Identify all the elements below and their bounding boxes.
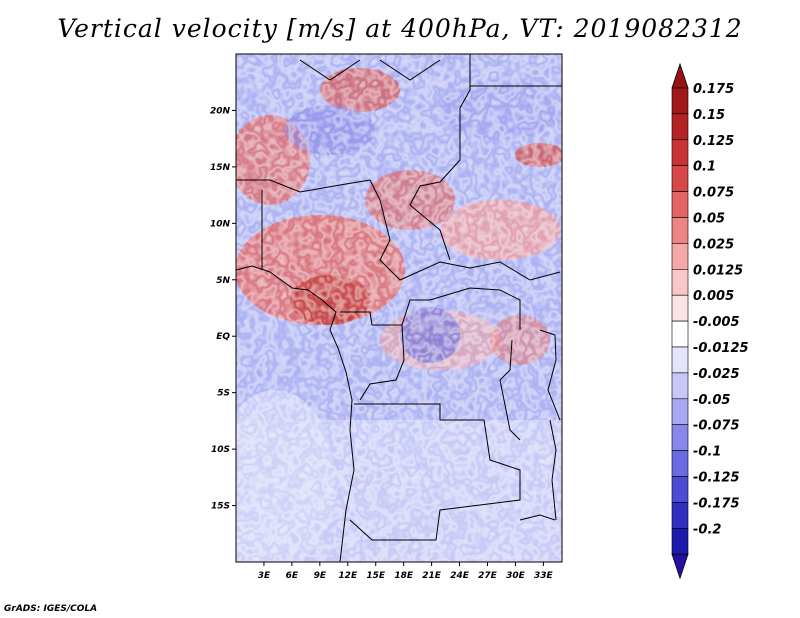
colorbar-label: -0.05 — [693, 393, 730, 408]
lon-tick-label: 33E — [534, 571, 554, 581]
colorbar-swatch — [671, 191, 689, 218]
colorbar-swatch — [671, 294, 689, 322]
lon-tick-label: 9E — [314, 571, 327, 581]
colorbar-swatch — [671, 398, 689, 425]
colorbar-label: 0.175 — [693, 82, 734, 97]
lon-tick-label: 24E — [450, 571, 470, 581]
lon-tick-label: 18E — [394, 571, 414, 581]
colorbar-swatch — [671, 502, 689, 529]
colorbar-label: -0.005 — [693, 315, 740, 330]
colorbar-label: 0.005 — [693, 289, 734, 304]
lon-tick-label: 12E — [338, 571, 358, 581]
colorbar-label: 0.05 — [693, 212, 725, 227]
colorbar-top-cap — [671, 62, 689, 89]
lat-tick-label: 15S — [211, 502, 230, 512]
colorbar-swatch — [671, 268, 689, 296]
colorbar-swatch — [671, 113, 689, 141]
lon-tick-label: 6E — [286, 571, 299, 581]
colorbar-swatch — [671, 346, 689, 374]
colorbar-label: -0.125 — [693, 471, 740, 486]
lat-tick-label: 5S — [217, 389, 230, 399]
colorbar-label: -0.175 — [693, 496, 740, 511]
lon-tick-label: 21E — [422, 571, 442, 581]
lon-tick-label: 27E — [478, 571, 498, 581]
lon-tick-label: 3E — [258, 571, 271, 581]
colorbar-label: 0.15 — [693, 108, 725, 123]
lat-tick-label: EQ — [216, 332, 230, 342]
colorbar-swatch — [671, 217, 689, 244]
colorbar-swatch — [671, 243, 689, 270]
colorbar-label: 0.0125 — [693, 263, 743, 278]
lat-tick-label: 10S — [211, 445, 230, 455]
colorbar-swatch — [671, 372, 689, 400]
colorbar-label: -0.025 — [693, 367, 740, 382]
colorbar-swatch — [671, 527, 689, 555]
colorbar-label: -0.075 — [693, 419, 740, 434]
velocity-field — [236, 54, 562, 562]
colorbar-swatch — [671, 450, 689, 477]
lon-tick-label: 15E — [366, 571, 386, 581]
colorbar-label: -0.0125 — [693, 341, 749, 356]
colorbar-label: -0.1 — [693, 445, 721, 460]
colorbar-label: -0.2 — [693, 522, 721, 537]
colorbar-label: 0.1 — [693, 160, 716, 175]
map-frame — [235, 53, 563, 563]
map-title: Vertical velocity [m/s] at 400hPa, VT: 2… — [57, 14, 743, 43]
colorbar-swatch — [671, 87, 689, 115]
colorbar-swatch — [671, 320, 689, 348]
grads-credit: GrADS: IGES/COLA — [4, 604, 98, 614]
lat-tick-label: 20N — [210, 106, 231, 116]
colorbar-swatch — [671, 476, 689, 503]
colorbar-label: 0.125 — [693, 134, 734, 149]
latitude-axis: 20N 15N 10N 5N EQ 5S 10S 15S — [210, 106, 236, 512]
longitude-axis: 3E 6E 9E 12E 15E 18E 21E 24E 27E 30E 33E — [258, 562, 554, 581]
colorbar-bottom-cap — [671, 553, 689, 580]
colorbar-label: 0.025 — [693, 237, 734, 252]
colorbar: 0.175 0.15 0.125 0.1 0.075 0.05 0.025 0.0125 0.0… — [671, 62, 749, 580]
colorbar-swatch — [671, 139, 689, 167]
lat-tick-label: 5N — [216, 276, 230, 286]
colorbar-label: 0.075 — [693, 186, 734, 201]
colorbar-swatch — [671, 165, 689, 192]
colorbar-swatch — [671, 424, 689, 451]
lat-tick-label: 10N — [210, 219, 231, 229]
lat-tick-label: 15N — [210, 163, 231, 173]
lon-tick-label: 30E — [506, 571, 526, 581]
